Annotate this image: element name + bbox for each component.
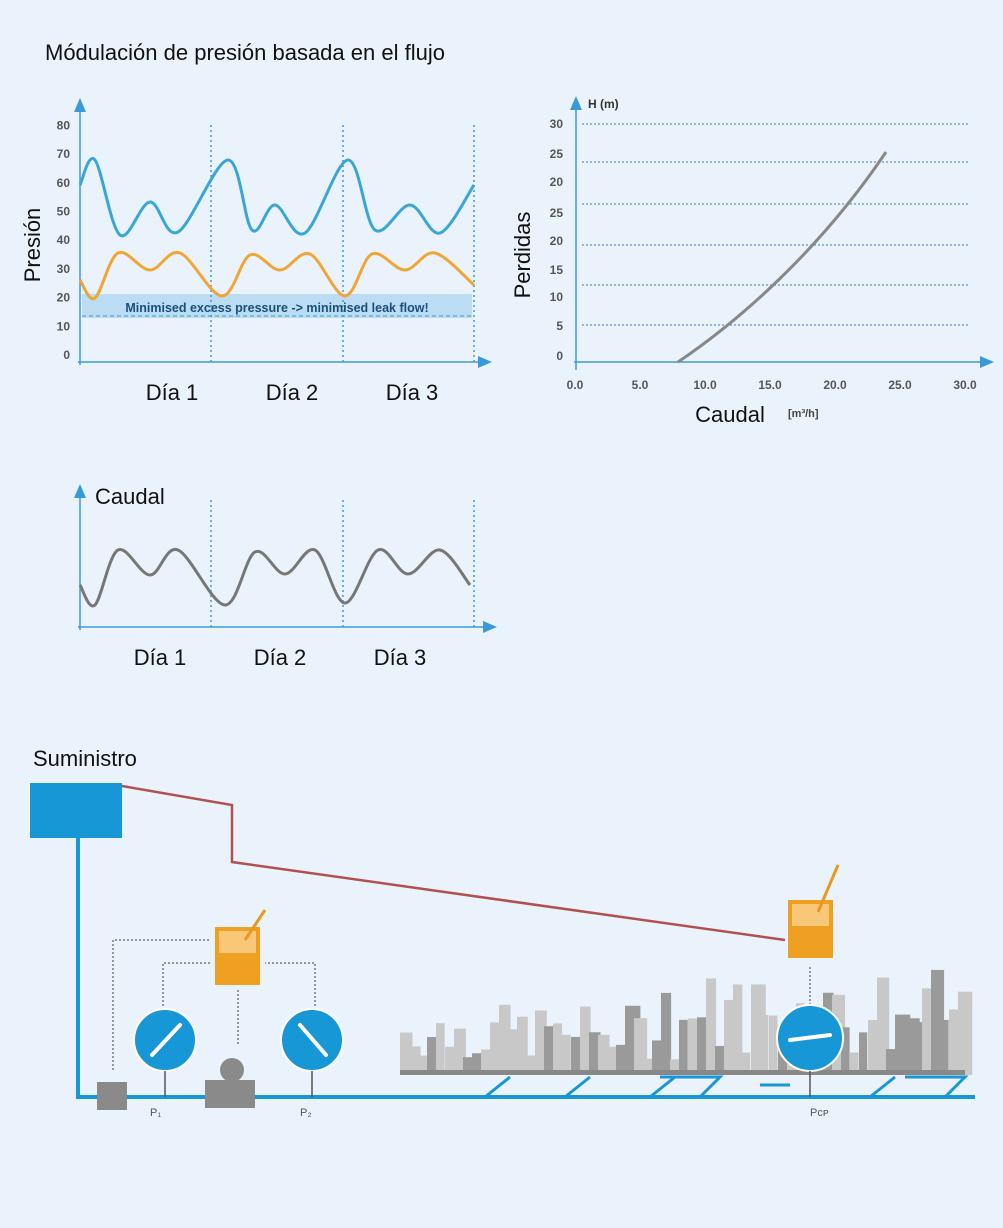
x-tick-label: 15.0	[758, 378, 782, 392]
sensor-label: Pᴄᴘ	[810, 1107, 829, 1119]
gauge-stems	[164, 1071, 811, 1097]
day-label: Día 3	[386, 380, 439, 405]
sensor-label: P₂	[300, 1107, 312, 1119]
y-tick-label: 20	[550, 175, 564, 189]
building	[841, 1027, 850, 1075]
y-tick-label: 25	[550, 206, 564, 220]
controller	[788, 864, 840, 958]
ground	[400, 1070, 965, 1075]
y-tick-label: 15	[550, 263, 564, 277]
building	[868, 1020, 880, 1075]
building	[427, 1036, 438, 1075]
day-label: Día 1	[134, 645, 187, 670]
leak-band	[82, 294, 472, 318]
title: Módulación de presión basada en el flujo	[45, 40, 445, 65]
y-tick-label: 30	[550, 117, 564, 131]
building	[697, 1017, 707, 1075]
x-tick-label: 0.0	[567, 378, 584, 392]
loss-x-unit: [m³/h]	[788, 408, 819, 420]
x-tick-label: 25.0	[888, 378, 912, 392]
building	[643, 1058, 654, 1075]
building	[562, 1034, 571, 1075]
building	[706, 978, 717, 1075]
building	[670, 1059, 681, 1075]
day-label: Día 3	[374, 645, 427, 670]
building	[760, 1015, 769, 1075]
building	[589, 1032, 601, 1075]
y-tick-label: 10	[550, 290, 564, 304]
building	[598, 1034, 610, 1075]
building	[661, 992, 672, 1075]
building	[490, 1022, 501, 1075]
controller	[215, 909, 267, 985]
x-tick-label: 10.0	[693, 378, 717, 392]
building	[436, 1023, 445, 1075]
y-tick-label: 70	[57, 147, 71, 161]
flow-axes	[78, 495, 485, 630]
day-label: Día 1	[146, 380, 199, 405]
loss-y-label: Perdidas	[510, 212, 535, 299]
building	[913, 1022, 925, 1075]
building	[508, 1029, 519, 1075]
building	[652, 1040, 664, 1075]
pressure-curve-high	[78, 157, 476, 238]
pressure-y-label: Presión	[20, 208, 45, 283]
building	[409, 1046, 421, 1075]
building	[733, 984, 743, 1075]
building	[769, 1015, 778, 1075]
signal-lines	[112, 939, 811, 1070]
building	[940, 1019, 949, 1075]
flow-curve	[78, 548, 472, 608]
building	[544, 1026, 556, 1075]
y-tick-label: 40	[57, 233, 71, 247]
y-tick-label: 25	[550, 147, 564, 161]
building	[535, 1010, 547, 1075]
x-tick-label: 5.0	[632, 378, 649, 392]
y-tick-label: 80	[57, 118, 71, 132]
building	[958, 991, 973, 1075]
pressure-curve-modulated	[78, 250, 475, 301]
building	[517, 1016, 528, 1075]
branches	[484, 1075, 969, 1099]
building	[499, 1004, 511, 1075]
y-tick-label: 0	[556, 349, 563, 363]
y-tick-label: 0	[63, 348, 70, 362]
day-label: Día 2	[254, 645, 307, 670]
building	[481, 1049, 493, 1075]
loss-curve	[677, 151, 888, 364]
y-tick-label: 50	[57, 205, 71, 219]
sensor-label: P₁	[150, 1107, 161, 1119]
supply-tank	[30, 783, 122, 838]
building	[850, 1052, 859, 1075]
valves	[97, 1058, 255, 1110]
day-label: Día 2	[266, 380, 319, 405]
building	[679, 1019, 688, 1075]
y-tick-label: 60	[57, 176, 71, 190]
y-tick-label: 20	[57, 291, 71, 305]
loss-x-label: Caudal	[695, 402, 765, 427]
x-tick-label: 20.0	[823, 378, 847, 392]
loss-axes	[574, 108, 982, 370]
pipe	[76, 838, 975, 1099]
flow-label: Caudal	[95, 484, 165, 509]
building	[553, 1023, 563, 1075]
loss-axis-label: H (m)	[588, 97, 619, 111]
y-tick-label: 30	[57, 262, 71, 276]
pressure-line	[121, 784, 786, 942]
building	[454, 1028, 466, 1075]
gauge-needles	[150, 1023, 832, 1057]
supply-label: Suministro	[33, 746, 137, 771]
band-note: Minimised excess pressure -> minimised l…	[125, 301, 428, 315]
y-tick-label: 10	[57, 319, 71, 333]
y-tick-label: 5	[556, 319, 563, 333]
building	[859, 1032, 868, 1075]
x-tick-label: 30.0	[953, 378, 977, 392]
building	[472, 1053, 484, 1075]
building	[580, 1006, 591, 1075]
y-tick-label: 20	[550, 234, 564, 248]
building	[742, 1052, 751, 1075]
pressure-axes	[78, 110, 480, 365]
